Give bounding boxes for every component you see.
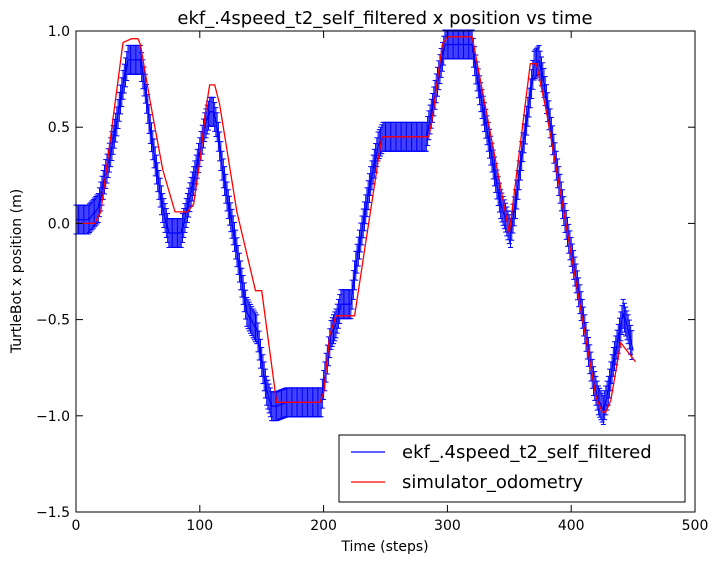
- series-line-0: [76, 43, 634, 412]
- legend: ekf_.4speed_t2_self_filtered simulator_od…: [338, 434, 686, 503]
- y-axis-label: TurtleBot x position (m): [9, 189, 25, 354]
- legend-label-0: ekf_.4speed_t2_self_filtered: [402, 442, 652, 463]
- y-tick-label: 0.0: [48, 216, 70, 232]
- y-tick-label: −0.5: [36, 313, 70, 329]
- y-tick-label: 0.5: [48, 120, 70, 136]
- x-tick-label: 500: [682, 518, 709, 534]
- y-tick-label: 1.0: [48, 24, 70, 40]
- legend-label-1: simulator_odometry: [402, 472, 583, 493]
- legend-box: [338, 434, 686, 503]
- x-tick-label: 300: [434, 518, 461, 534]
- series-0: [73, 29, 635, 425]
- y-tick-label: −1.0: [36, 409, 70, 425]
- chart-title: ekf_.4speed_t2_self_filtered x position …: [177, 8, 592, 29]
- x-tick-label: 100: [186, 518, 213, 534]
- series-1: [76, 36, 637, 413]
- plot-content: [73, 29, 637, 425]
- plot-frame: [75, 30, 696, 513]
- x-axis-label: Time (steps): [340, 539, 428, 555]
- error-bars: [73, 29, 635, 425]
- series-line-1: [76, 36, 637, 413]
- x-tick-label: 200: [310, 518, 337, 534]
- x-tick-label: 400: [558, 518, 585, 534]
- x-tick-label: 0: [72, 518, 81, 534]
- y-tick-label: −1.5: [36, 505, 70, 521]
- axis-ticks: 0 100 200 300 400 500 1.0 0.5 0.0 −0.5 −1.0 −1.5: [36, 24, 708, 534]
